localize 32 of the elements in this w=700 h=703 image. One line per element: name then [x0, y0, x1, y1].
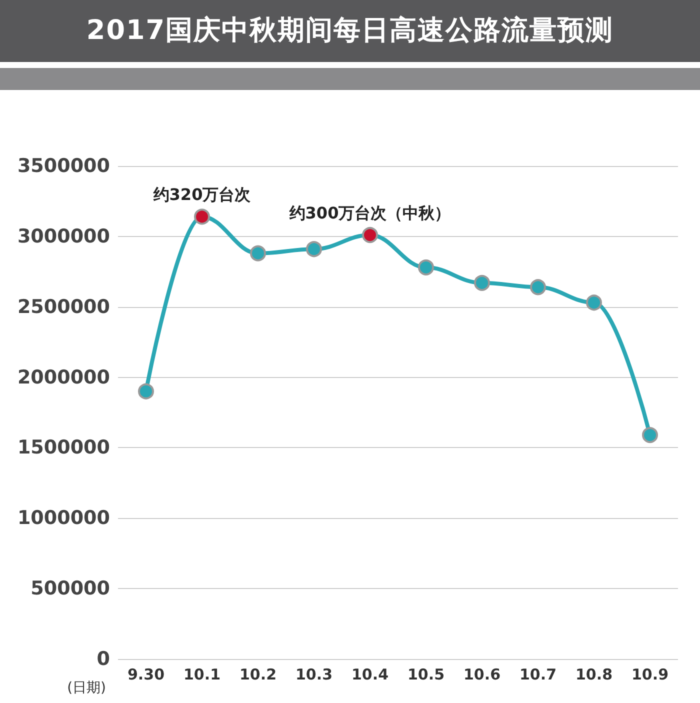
x-tick-label: 10.9 [631, 666, 669, 684]
x-tick-label: 10.4 [351, 666, 389, 684]
y-tick-label: 2500000 [17, 296, 110, 318]
y-tick-label: 3500000 [17, 155, 110, 177]
point [194, 208, 210, 225]
annotation: 约300万台次（中秋） [288, 204, 451, 223]
y-tick-label: 1000000 [17, 507, 110, 530]
x-tick-label: 9.30 [127, 666, 165, 684]
y-tick-label: 500000 [30, 578, 110, 600]
point [586, 294, 602, 311]
point [530, 279, 546, 296]
point [474, 274, 490, 291]
y-tick-label: 0 [96, 648, 110, 670]
x-tick-label: 10.8 [575, 666, 613, 684]
point [642, 427, 658, 444]
x-tick-label: 10.2 [239, 666, 277, 684]
point [306, 241, 322, 258]
x-tick-label: 10.6 [463, 666, 501, 684]
chart-title: 2017国庆中秋期间每日高速公路流量预测 [0, 0, 700, 62]
x-tick-label: 10.1 [183, 666, 221, 684]
y-tick-label: 2000000 [17, 366, 110, 388]
x-tick-label: 10.5 [407, 666, 445, 684]
x-tick-label: 10.7 [519, 666, 557, 684]
point [362, 227, 378, 244]
point [418, 259, 434, 276]
point [250, 245, 266, 262]
point [138, 383, 154, 400]
annotation: 约320万台次 [152, 185, 252, 204]
y-tick-label: 1500000 [17, 436, 110, 459]
x-tick-label: 10.3 [295, 666, 333, 684]
y-tick-label: 3000000 [17, 225, 110, 248]
x-axis-title: (日期) [67, 680, 106, 696]
